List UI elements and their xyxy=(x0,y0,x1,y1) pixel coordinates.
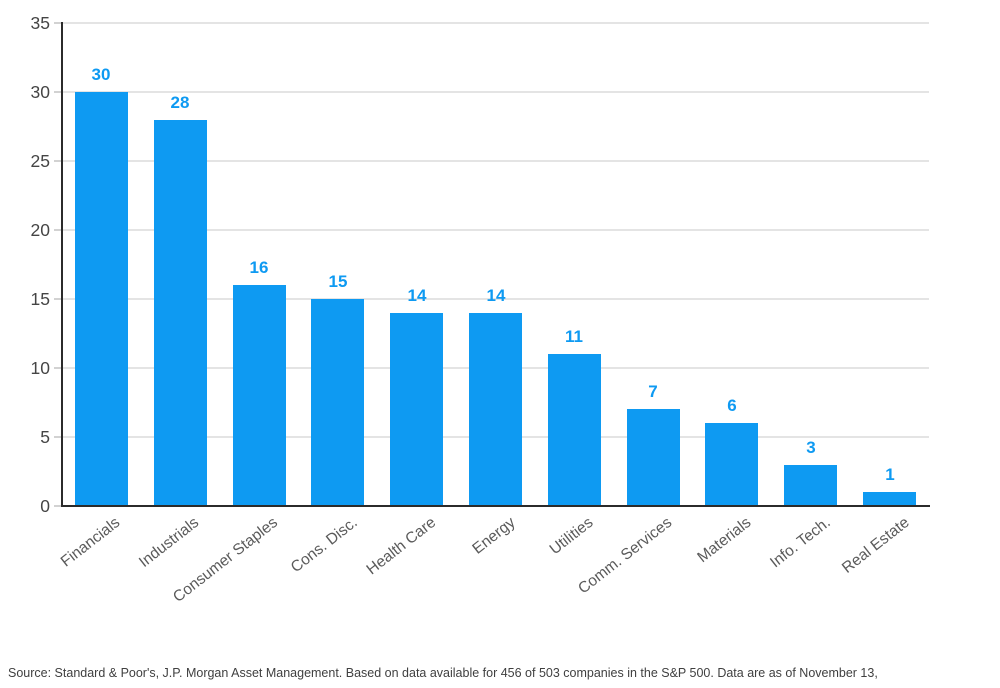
y-axis-line xyxy=(61,22,63,507)
y-tick-mark xyxy=(54,160,62,162)
bar-value-label: 30 xyxy=(91,65,111,84)
bar xyxy=(548,354,601,506)
x-category-label: Real Estate xyxy=(838,514,913,577)
bar-value-label: 28 xyxy=(170,93,190,112)
y-tick-label: 35 xyxy=(30,13,50,33)
gridline xyxy=(62,229,929,231)
gridline xyxy=(62,298,929,300)
y-tick-mark xyxy=(54,91,62,93)
y-tick-label: 30 xyxy=(30,82,50,102)
x-axis-line xyxy=(61,505,930,507)
y-tick-mark xyxy=(54,298,62,300)
bar xyxy=(154,120,207,506)
bar xyxy=(705,423,758,506)
gridline xyxy=(62,160,929,162)
bar xyxy=(784,465,837,506)
bar-value-label: 16 xyxy=(249,258,269,277)
bar xyxy=(233,285,286,506)
x-category-label: Utilities xyxy=(546,514,597,559)
y-tick-label: 25 xyxy=(30,151,50,171)
bar xyxy=(627,409,680,506)
x-category-label: Energy xyxy=(469,514,519,558)
x-category-label: Industrials xyxy=(136,514,203,571)
y-tick-mark xyxy=(54,505,62,507)
y-tick-mark xyxy=(54,229,62,231)
bar xyxy=(390,313,443,506)
x-category-label: Info. Tech. xyxy=(766,514,834,572)
y-tick-mark xyxy=(54,22,62,24)
gridline xyxy=(62,91,929,93)
bar xyxy=(469,313,522,506)
x-category-label: Health Care xyxy=(363,514,440,579)
bar-value-label: 7 xyxy=(648,382,658,401)
gridline xyxy=(62,22,929,24)
y-tick-mark xyxy=(54,367,62,369)
bar-value-label: 14 xyxy=(407,286,427,305)
y-tick-label: 5 xyxy=(40,427,50,447)
bar xyxy=(311,299,364,506)
source-note: Source: Standard & Poor's, J.P. Morgan A… xyxy=(8,666,878,680)
bar-value-label: 15 xyxy=(328,272,348,291)
y-tick-label: 0 xyxy=(40,496,50,516)
bar-value-label: 6 xyxy=(727,396,737,415)
x-category-label: Materials xyxy=(694,514,755,567)
y-tick-label: 20 xyxy=(30,220,50,240)
bar-value-label: 3 xyxy=(806,438,816,457)
bar xyxy=(75,92,128,506)
x-category-label: Financials xyxy=(58,514,124,571)
y-tick-mark xyxy=(54,436,62,438)
y-tick-label: 10 xyxy=(30,358,50,378)
bar xyxy=(863,492,916,506)
bar-value-label: 1 xyxy=(885,465,895,484)
bar-value-label: 14 xyxy=(486,286,506,305)
y-tick-label: 15 xyxy=(30,289,50,309)
bar-value-label: 11 xyxy=(565,327,583,346)
x-category-label: Cons. Disc. xyxy=(287,514,361,577)
